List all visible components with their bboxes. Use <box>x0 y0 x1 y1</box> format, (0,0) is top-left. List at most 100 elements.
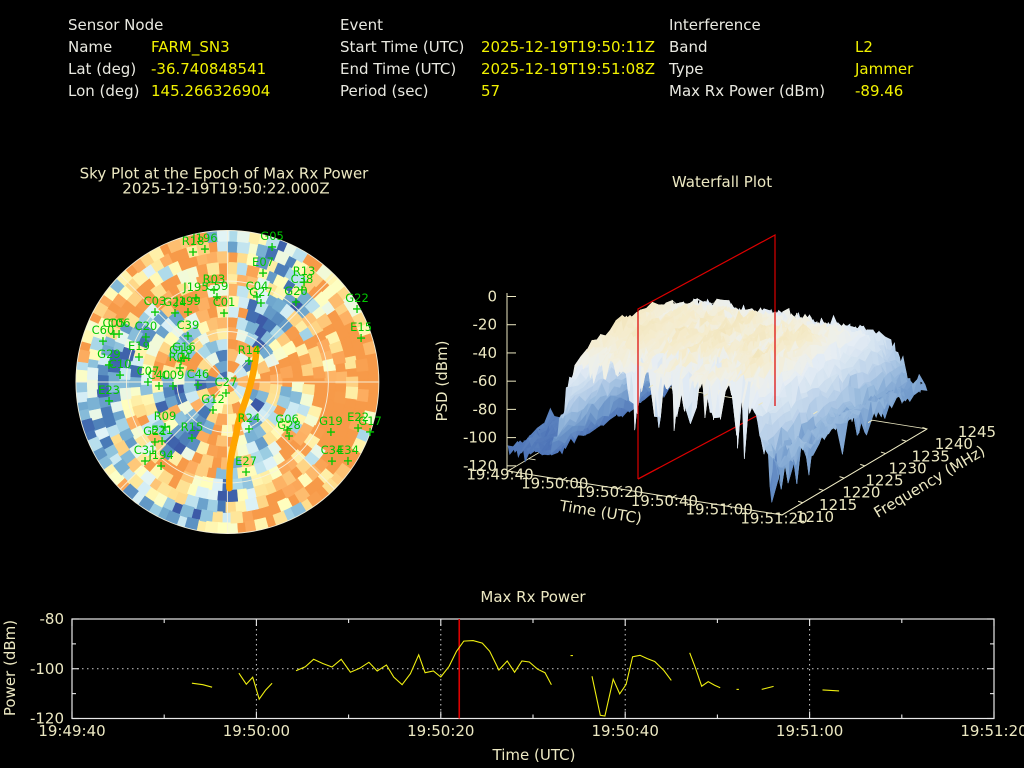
surface-band <box>685 374 695 411</box>
satellite-label: E34 <box>337 443 359 457</box>
surface-band <box>779 455 789 468</box>
time-tick-label: 19:50:40 <box>631 492 698 510</box>
satellite-cross-icon <box>300 278 309 287</box>
sky-heatmap-cells <box>304 464 322 482</box>
satellite-cross-icon <box>150 308 159 317</box>
satellite-cross-icon <box>245 356 254 365</box>
freq-tick <box>901 439 907 442</box>
satellite-label: C06 <box>108 316 131 330</box>
satellite-label: C03 <box>144 294 167 308</box>
satellite-label: R15 <box>181 420 204 434</box>
satellite-label: C09 <box>162 368 185 382</box>
chart-grid <box>72 618 994 719</box>
satellite-label: G27 <box>249 285 273 299</box>
surface-band <box>690 372 700 383</box>
satellite-label: E21 <box>151 423 173 437</box>
sky-heatmap-cells <box>230 478 244 492</box>
field-value-end-time: 2025-12-19T19:51:08Z <box>481 60 655 78</box>
satellite-cross-icon <box>343 456 352 465</box>
series-segment <box>295 640 552 686</box>
x-tick-label: 19:50:00 <box>223 722 290 740</box>
y-tick-label: -80 <box>40 610 65 628</box>
satellite-cross-icon <box>170 308 179 317</box>
azimuth-spoke <box>119 381 228 490</box>
surface-band <box>727 380 737 436</box>
time-tick <box>726 503 732 507</box>
x-tick-label: 19:50:20 <box>407 722 474 740</box>
satellite-cross-icon <box>141 456 150 465</box>
freq-tick-label: 1220 <box>842 484 880 502</box>
series-segment <box>191 682 213 688</box>
sky-heatmap-cells <box>143 302 161 320</box>
red-plane-bottom-corner <box>637 467 660 480</box>
field-value-lon: 145.266326904 <box>151 82 271 100</box>
freq-tick <box>880 451 886 455</box>
freq-tick-label: 1230 <box>888 459 926 477</box>
satellite-cross-icon <box>169 381 178 390</box>
field-label: Max Rx Power (dBm) <box>669 82 826 100</box>
satellite-label: G21 <box>143 424 167 438</box>
satellite-cross-icon <box>327 457 336 466</box>
satellite-label: G06 <box>275 412 299 426</box>
satellite-label: R13 <box>293 264 316 278</box>
freq-tick <box>777 513 783 516</box>
satellite-cross-icon <box>161 423 170 431</box>
satellite-label: R14 <box>238 343 261 357</box>
satellite-cross-icon <box>200 245 209 254</box>
field-label: Type <box>669 60 704 78</box>
satellite-label: G18 <box>169 343 193 357</box>
satellite-cross-icon <box>253 292 262 301</box>
field-label: Start Time (UTC) <box>340 38 465 56</box>
field-label: Lat (deg) <box>68 60 137 78</box>
time-tick <box>507 468 513 472</box>
satellite-label: C27 <box>215 375 238 389</box>
azimuth-spoke <box>227 274 335 383</box>
satellite-label: C10 <box>109 357 132 371</box>
satellite-cross-icon <box>191 293 200 302</box>
field-value-start-time: 2025-12-19T19:50:11Z <box>481 38 655 56</box>
satellite-label: G19 <box>319 414 343 428</box>
time-tick <box>617 485 622 490</box>
freq-tick-label: 1245 <box>958 423 996 441</box>
red-plane-bottom-edge <box>637 405 776 480</box>
waterfall-axes <box>506 293 928 516</box>
series-segment <box>822 689 840 692</box>
satellite-cross-icon <box>104 360 113 369</box>
sky-heatmap-cells <box>195 296 211 312</box>
sky-heatmap-cells <box>86 396 101 411</box>
satellite-cross-icon <box>115 329 124 338</box>
red-plane-outline <box>637 233 776 479</box>
satellite-cross-icon <box>187 434 196 443</box>
field-value-band: L2 <box>855 38 873 56</box>
sky-heatmap-cells <box>216 283 229 297</box>
satellite-label: C40 <box>148 368 171 382</box>
field-label: Band <box>669 38 708 56</box>
surface-band <box>670 358 679 371</box>
satellite-label: C59 <box>206 279 229 293</box>
y-tick-label: -120 <box>30 710 64 728</box>
time-tick-label: 19:49:40 <box>466 466 533 484</box>
time-tick <box>562 476 568 481</box>
satellite-cross-icon <box>268 242 277 251</box>
time-tick <box>672 494 677 498</box>
psd-tick-label: -120 <box>463 457 497 475</box>
header-row: Lat (deg) -36.740848541 <box>68 60 266 78</box>
satellite-label: C31 <box>134 443 157 457</box>
waterfall-surface <box>507 298 928 503</box>
freq-tick-mirror <box>528 458 536 461</box>
satellite-label: C05 <box>103 316 126 330</box>
time-tick-mirror <box>648 384 654 388</box>
x-tick-label: 19:50:40 <box>592 722 659 740</box>
series-segment <box>689 652 721 689</box>
surface-band <box>742 381 751 460</box>
x-tick-label: 19:51:20 <box>960 722 1024 740</box>
field-label: End Time (UTC) <box>340 60 457 78</box>
header-row: Start Time (UTC) 2025-12-19T19:50:11Z <box>340 38 655 56</box>
satellite-label: G16 <box>172 340 196 354</box>
freq-tick-label: 1215 <box>819 496 857 514</box>
sky-heatmap-cells <box>273 249 290 266</box>
freq-tick <box>839 476 845 479</box>
satellite-label: E15 <box>350 320 372 334</box>
sky-heatmap-cells <box>85 367 99 380</box>
